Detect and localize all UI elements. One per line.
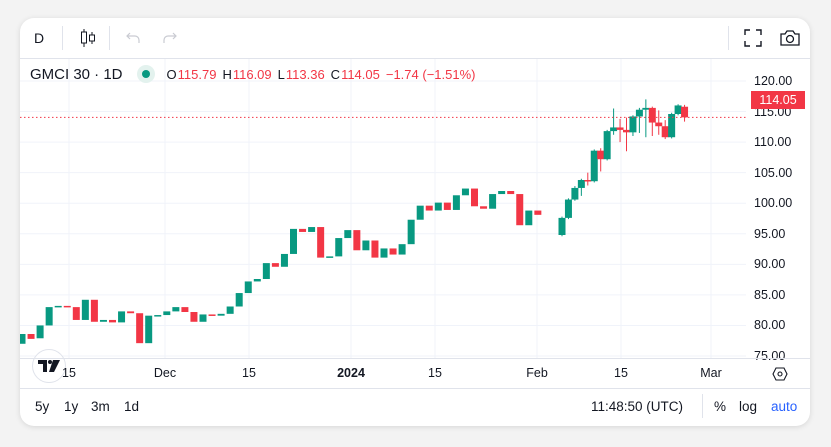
toolbar-divider: [62, 26, 63, 50]
price-axis[interactable]: 120.00 115.00 110.00 105.00 100.00 95.00 90.00…: [746, 59, 810, 363]
log-toggle[interactable]: log: [739, 399, 758, 414]
fullscreen-button[interactable]: [740, 18, 766, 58]
time-tick-label: 15: [242, 366, 256, 380]
snapshot-button[interactable]: [776, 18, 804, 58]
toolbar-divider: [728, 26, 729, 50]
range-5y-button[interactable]: 5y: [35, 399, 50, 414]
percent-toggle[interactable]: %: [714, 399, 727, 414]
bottom-divider: [702, 394, 703, 418]
price-tick-label: 105.00: [754, 165, 793, 180]
auto-scale-toggle[interactable]: auto: [771, 399, 798, 414]
market-status-indicator[interactable]: [136, 65, 155, 83]
interval-button[interactable]: D: [28, 18, 50, 58]
low-label: L: [277, 66, 285, 82]
candlestick-chart: [20, 59, 746, 358]
status-dot-icon: [141, 70, 150, 78]
time-tick-label: 15: [428, 366, 442, 380]
high-label: H: [222, 66, 232, 82]
series-legend: GMCI 30 · 1D O 115.79 H 116.09 L 113.36 C 11…: [30, 64, 481, 84]
interval-label: D: [33, 30, 45, 46]
camera-icon: [780, 30, 800, 46]
top-toolbar: D: [20, 18, 810, 59]
price-tick-label: 85.00: [754, 287, 786, 302]
toolbar-divider: [109, 26, 110, 50]
price-tick-label: 120.00: [754, 74, 793, 88]
undo-button[interactable]: [120, 18, 146, 58]
low-value: 113.36: [285, 66, 325, 82]
bottom-toolbar: 5y 1y 3m 1d 11:48:50 (UTC) % log auto: [20, 388, 810, 426]
range-1d-button[interactable]: 1d: [124, 399, 140, 414]
range-1y-button[interactable]: 1y: [64, 399, 79, 414]
tradingview-logo[interactable]: [32, 349, 66, 383]
fullscreen-icon: [744, 29, 762, 47]
range-3m-button[interactable]: 3m: [91, 399, 110, 414]
symbol-title[interactable]: GMCI 30 · 1D: [30, 65, 123, 83]
time-tick-label: 2024: [337, 366, 365, 380]
price-tick-label: 95.00: [754, 226, 786, 241]
price-tick-label: 80.00: [754, 318, 786, 333]
high-value: 116.09: [232, 66, 272, 82]
chart-widget: D: [20, 18, 810, 426]
last-price-label: 114.05: [751, 91, 805, 109]
tv-logo-icon: [38, 360, 60, 372]
time-axis[interactable]: 15 Dec 15 2024 15 Feb 15 Mar: [20, 358, 810, 389]
redo-icon: [163, 32, 177, 43]
time-tick-label: 15: [62, 366, 76, 380]
redo-button[interactable]: [157, 18, 183, 58]
chart-type-button[interactable]: [74, 18, 102, 58]
candles-icon: [81, 29, 95, 47]
undo-icon: [126, 32, 140, 43]
change-value: −1.74 (−1.51%): [385, 66, 476, 82]
axis-settings-button[interactable]: [770, 364, 790, 384]
close-label: C: [330, 66, 341, 82]
open-value: 115.79: [177, 66, 217, 82]
price-tick-label: 75.00: [754, 349, 786, 363]
settings-hexagon-icon: [772, 367, 788, 381]
chart-plot-area[interactable]: [20, 59, 746, 383]
price-tick-label: 90.00: [754, 257, 786, 272]
open-label: O: [166, 66, 177, 82]
price-tick-label: 100.00: [754, 196, 793, 211]
utc-clock[interactable]: 11:48:50 (UTC): [591, 399, 684, 414]
time-tick-label: Dec: [153, 366, 177, 380]
time-tick-label: 15: [614, 366, 628, 380]
time-tick-label: Feb: [526, 366, 548, 380]
time-tick-label: Mar: [700, 366, 722, 380]
close-value: 114.05: [341, 66, 380, 82]
price-tick-label: 110.00: [754, 135, 792, 150]
